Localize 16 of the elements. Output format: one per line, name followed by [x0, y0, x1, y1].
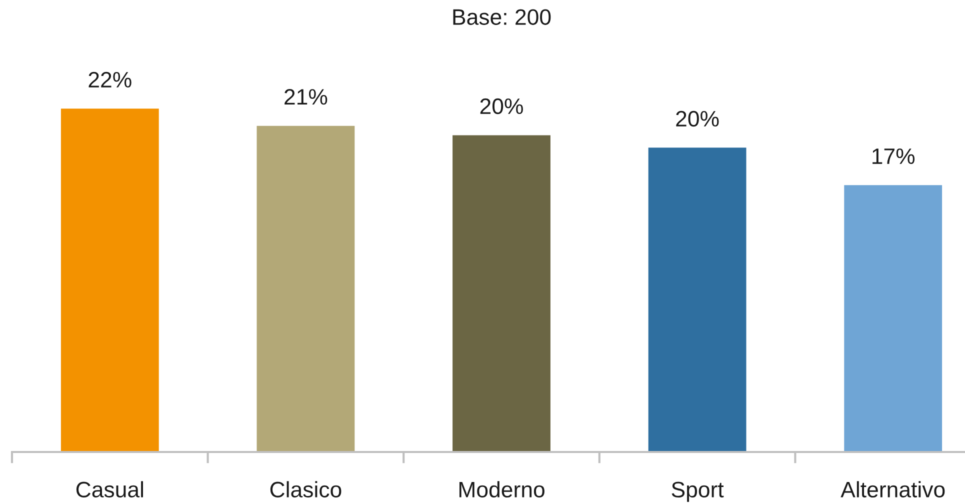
chart-title: Base: 200	[453, 9, 551, 25]
data-label: 20%	[480, 98, 523, 114]
data-label: 20%	[676, 110, 719, 127]
x-tick-label: Moderno	[459, 481, 544, 498]
bar	[648, 148, 746, 452]
bar	[60, 108, 159, 452]
bar	[452, 135, 550, 452]
x-tick-label: Clasico	[270, 481, 342, 498]
data-label: 22%	[88, 72, 132, 88]
x-tick-label: Sport	[672, 482, 724, 502]
data-label: 21%	[284, 89, 328, 105]
x-tick-label: Casual	[76, 481, 143, 498]
bar	[256, 126, 355, 452]
data-label: 17%	[872, 148, 915, 164]
x-tick-label: Alternativo	[840, 481, 945, 498]
bar	[844, 185, 942, 452]
